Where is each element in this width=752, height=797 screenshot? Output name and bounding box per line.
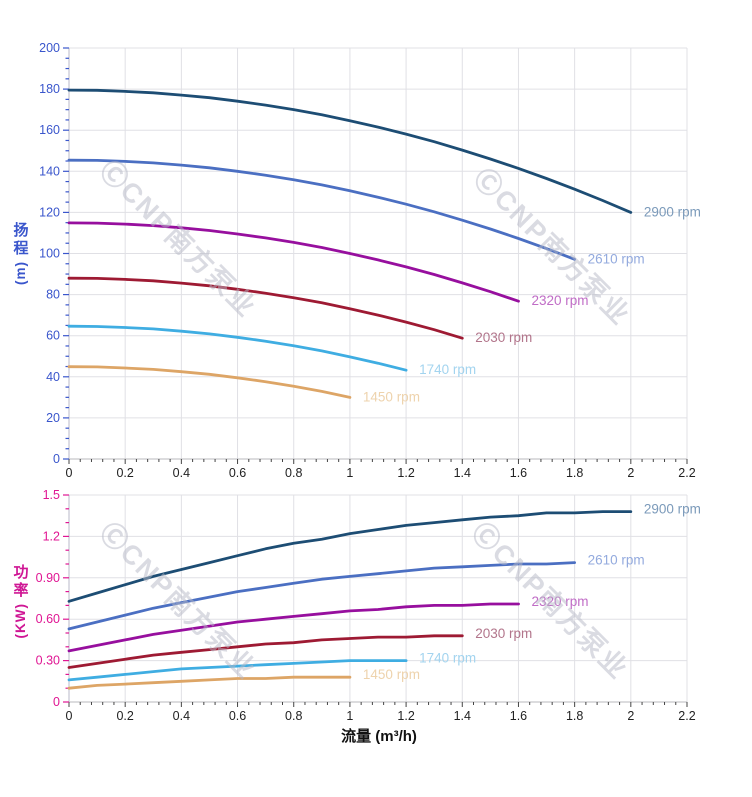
- curve-label-2030rpm: 2030 rpm: [475, 330, 532, 345]
- head-axis-title-char: 程: [13, 240, 29, 257]
- y-tick-label: 120: [39, 205, 60, 219]
- power-curve-2610rpm: [67, 561, 576, 631]
- curve-label-1740rpm: 1740 rpm: [419, 362, 476, 377]
- curve-label-2320rpm: 2320 rpm: [531, 293, 588, 308]
- x-tick-label: 0.2: [116, 709, 133, 723]
- y-tick-label: 0.60: [36, 612, 60, 626]
- y-tick-label: 200: [39, 41, 60, 55]
- head-curve-2610rpm: [67, 158, 576, 261]
- x-tick-label: 0.4: [173, 466, 190, 480]
- y-tick-label: 80: [46, 288, 60, 302]
- curve-label-2610rpm: 2610 rpm: [588, 251, 645, 266]
- power-axis-title: 功 率 (KW): [8, 564, 34, 638]
- power-curve-1740rpm: [67, 659, 408, 682]
- y-tick-label: 0: [53, 695, 60, 709]
- y-tick-label: 0: [53, 452, 60, 466]
- head-curve-2030rpm: [67, 276, 464, 340]
- x-tick-label: 0.6: [229, 709, 246, 723]
- head-curve-1450rpm: [67, 365, 352, 399]
- y-tick-label: 180: [39, 82, 60, 96]
- power-panel: 0 0.2 0.4 0.6 0.8 1 1.2 1.4 1.6 1.8 2 2.2 0 0.30 0.60 0…: [36, 488, 701, 723]
- y-tick-label: 40: [46, 370, 60, 384]
- curve-label-2900rpm: 2900 rpm: [644, 204, 701, 219]
- x-tick-label: 0.8: [285, 466, 302, 480]
- x-tick-label: 2.2: [678, 466, 695, 480]
- x-tick-label: 0: [66, 466, 73, 480]
- curve-label-2900rpm: 2900 rpm: [644, 502, 701, 517]
- x-tick-label: 2: [627, 709, 634, 723]
- power-axis-unit: (KW): [13, 603, 28, 639]
- head-curve-2320rpm: [67, 221, 520, 303]
- y-tick-label: 1.5: [43, 488, 60, 502]
- y-tick-label: 160: [39, 123, 60, 137]
- x-tick-label: 1.2: [397, 709, 414, 723]
- curve-label-1450rpm: 1450 rpm: [363, 389, 420, 404]
- x-tick-label: 1.8: [566, 466, 583, 480]
- head-curve-1740rpm: [67, 324, 408, 372]
- y-tick-label: 0.90: [36, 571, 60, 585]
- power-curve-2030rpm: [67, 634, 464, 669]
- y-tick-label: 1.2: [43, 529, 60, 543]
- y-tick-label: 140: [39, 164, 60, 178]
- x-tick-label: 0: [66, 709, 73, 723]
- head-curve-2900rpm: [67, 88, 633, 214]
- power-axis-title-char: 率: [13, 582, 29, 599]
- y-tick-label: 100: [39, 247, 60, 261]
- x-tick-label: 2: [627, 466, 634, 480]
- curve-label-2030rpm: 2030 rpm: [475, 626, 532, 641]
- x-tick-label: 1: [346, 709, 353, 723]
- x-tick-label: 0.2: [116, 466, 133, 480]
- y-tick-label: 20: [46, 411, 60, 425]
- power-curve-1450rpm: [67, 675, 352, 690]
- curve-label-1450rpm: 1450 rpm: [363, 667, 420, 682]
- x-tick-label: 1.6: [510, 709, 527, 723]
- curve-label-2320rpm: 2320 rpm: [531, 594, 588, 609]
- x-tick-label: 1.4: [454, 466, 471, 480]
- x-tick-label: 1.2: [397, 466, 414, 480]
- curve-label-2610rpm: 2610 rpm: [588, 553, 645, 568]
- x-tick-label: 1.6: [510, 466, 527, 480]
- power-curve-2320rpm: [67, 602, 520, 653]
- curve-label-1740rpm: 1740 rpm: [419, 651, 476, 666]
- x-tick-label: 0.4: [173, 709, 190, 723]
- head-axis-title: 扬 程 (m): [8, 222, 34, 285]
- y-tick-label: 60: [46, 329, 60, 343]
- head-panel: 0 0.2 0.4 0.6 0.8 1 1.2 1.4 1.6 1.8 2 2.2 0 20 40 60 80 1…: [39, 41, 701, 480]
- head-axis-unit: (m): [13, 261, 28, 285]
- y-tick-label: 0.30: [36, 654, 60, 668]
- head-axis-title-char: 扬: [13, 222, 29, 239]
- flow-axis-title: 流量 (m³/h): [341, 728, 417, 745]
- x-tick-label: 1.8: [566, 709, 583, 723]
- x-tick-label: 1: [346, 466, 353, 480]
- power-curve-2900rpm: [67, 510, 633, 603]
- x-tick-label: 2.2: [678, 709, 695, 723]
- x-tick-label: 0.6: [229, 466, 246, 480]
- x-tick-label: 1.4: [454, 709, 471, 723]
- x-tick-label: 0.8: [285, 709, 302, 723]
- power-axis-title-char: 功: [13, 564, 29, 581]
